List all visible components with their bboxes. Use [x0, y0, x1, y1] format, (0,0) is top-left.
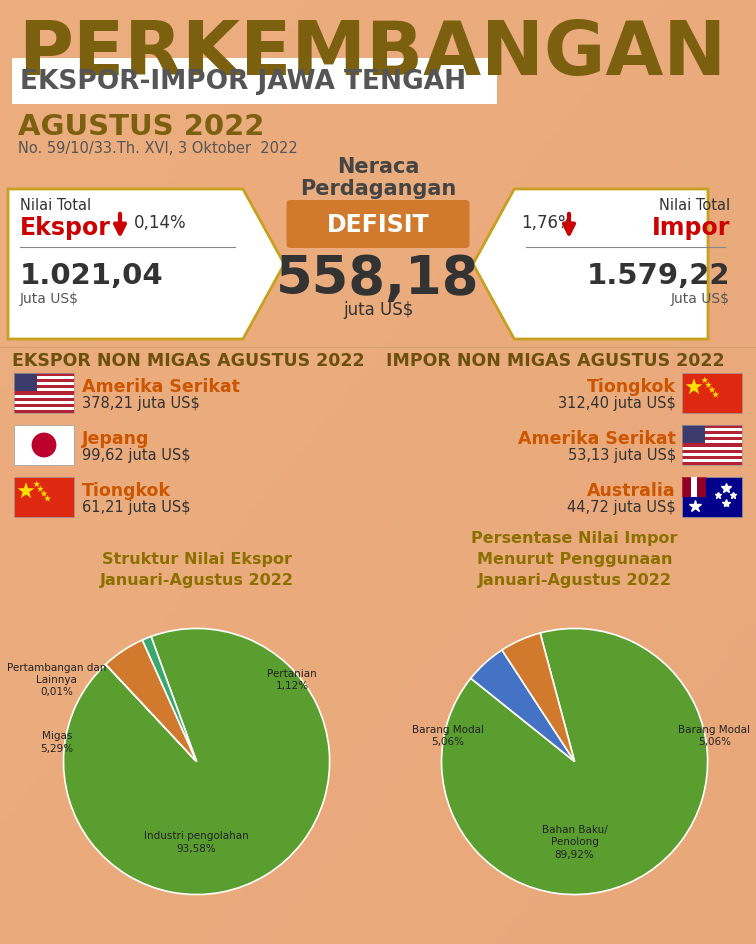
FancyBboxPatch shape — [682, 429, 742, 431]
Polygon shape — [686, 379, 702, 395]
Polygon shape — [33, 481, 40, 488]
FancyBboxPatch shape — [682, 463, 742, 465]
Text: 1,76%: 1,76% — [521, 213, 574, 232]
FancyBboxPatch shape — [682, 426, 742, 429]
Text: Amerika Serikat: Amerika Serikat — [82, 378, 240, 396]
FancyBboxPatch shape — [14, 386, 74, 389]
Polygon shape — [17, 482, 34, 498]
Text: 0,14%: 0,14% — [134, 213, 187, 232]
Text: Amerika Serikat: Amerika Serikat — [518, 430, 676, 447]
FancyBboxPatch shape — [682, 374, 742, 413]
Text: AGUSTUS 2022: AGUSTUS 2022 — [18, 113, 265, 141]
FancyBboxPatch shape — [682, 450, 742, 453]
Text: PERKEMBANGAN: PERKEMBANGAN — [18, 18, 726, 91]
Polygon shape — [702, 378, 708, 383]
Polygon shape — [712, 392, 719, 398]
FancyBboxPatch shape — [14, 408, 74, 411]
Text: 558,18: 558,18 — [276, 253, 480, 305]
Wedge shape — [442, 629, 708, 895]
Polygon shape — [705, 382, 712, 389]
FancyBboxPatch shape — [14, 383, 74, 386]
Text: Migas
5,29%: Migas 5,29% — [40, 731, 73, 753]
Text: Australia: Australia — [587, 481, 676, 499]
FancyBboxPatch shape — [14, 374, 37, 392]
FancyBboxPatch shape — [682, 438, 742, 441]
Text: Tiongkok: Tiongkok — [587, 378, 676, 396]
Text: Juta US$: Juta US$ — [671, 292, 730, 306]
Wedge shape — [142, 637, 197, 762]
Polygon shape — [41, 491, 48, 497]
Polygon shape — [8, 190, 284, 340]
Wedge shape — [64, 629, 330, 895]
FancyBboxPatch shape — [682, 478, 706, 497]
FancyBboxPatch shape — [682, 441, 742, 444]
Text: EKSPOR-IMPOR JAWA TENGAH: EKSPOR-IMPOR JAWA TENGAH — [20, 69, 466, 95]
Text: 312,40 juta US$: 312,40 juta US$ — [558, 396, 676, 411]
Polygon shape — [37, 486, 44, 493]
Text: Nilai Total: Nilai Total — [20, 198, 91, 212]
FancyBboxPatch shape — [14, 392, 74, 396]
Text: Nilai Total: Nilai Total — [659, 198, 730, 212]
FancyBboxPatch shape — [14, 426, 74, 465]
FancyBboxPatch shape — [682, 444, 742, 447]
FancyBboxPatch shape — [14, 404, 74, 408]
FancyBboxPatch shape — [14, 411, 74, 413]
Text: 378,21 juta US$: 378,21 juta US$ — [82, 396, 200, 411]
Circle shape — [32, 433, 57, 458]
Text: Pertanian
1,12%: Pertanian 1,12% — [268, 668, 318, 690]
FancyBboxPatch shape — [682, 426, 705, 444]
Text: 53,13 juta US$: 53,13 juta US$ — [568, 447, 676, 463]
FancyBboxPatch shape — [14, 379, 74, 383]
Text: Barang Modal
5,06%: Barang Modal 5,06% — [412, 724, 484, 747]
Polygon shape — [473, 190, 708, 340]
FancyBboxPatch shape — [682, 447, 742, 450]
Text: 61,21 juta US$: 61,21 juta US$ — [82, 499, 191, 514]
FancyBboxPatch shape — [682, 478, 742, 517]
Text: 44,72 juta US$: 44,72 juta US$ — [567, 499, 676, 514]
Wedge shape — [471, 650, 575, 762]
FancyBboxPatch shape — [14, 478, 74, 517]
Text: 1.021,04: 1.021,04 — [20, 261, 163, 290]
FancyBboxPatch shape — [682, 460, 742, 463]
Text: IMPOR NON MIGAS AGUSTUS 2022: IMPOR NON MIGAS AGUSTUS 2022 — [386, 351, 724, 370]
Text: 99,62 juta US$: 99,62 juta US$ — [82, 447, 191, 463]
Wedge shape — [502, 633, 575, 762]
FancyBboxPatch shape — [287, 201, 469, 248]
Text: Jepang: Jepang — [82, 430, 150, 447]
Text: Bahan Baku/
Penolong
89,92%: Bahan Baku/ Penolong 89,92% — [542, 824, 607, 859]
FancyBboxPatch shape — [14, 389, 74, 392]
Text: 1.579,22: 1.579,22 — [587, 261, 730, 290]
Text: Juta US$: Juta US$ — [20, 292, 79, 306]
Title: Persentase Nilai Impor
Menurut Penggunaan
Januari-Agustus 2022: Persentase Nilai Impor Menurut Penggunaa… — [471, 531, 678, 587]
Text: DEFISIT: DEFISIT — [327, 212, 429, 237]
FancyBboxPatch shape — [14, 396, 74, 398]
FancyBboxPatch shape — [14, 398, 74, 401]
FancyBboxPatch shape — [691, 478, 697, 497]
FancyBboxPatch shape — [682, 453, 742, 456]
Text: Tiongkok: Tiongkok — [82, 481, 171, 499]
Text: Barang Modal
5,06%: Barang Modal 5,06% — [678, 724, 750, 747]
Text: Pertambangan dan
Lainnya
0,01%: Pertambangan dan Lainnya 0,01% — [7, 662, 107, 697]
Polygon shape — [708, 387, 715, 394]
Text: Ekspor: Ekspor — [20, 216, 111, 240]
Text: juta US$: juta US$ — [342, 301, 414, 319]
Text: No. 59/10/33.Th. XVI, 3 Oktober  2022: No. 59/10/33.Th. XVI, 3 Oktober 2022 — [18, 141, 298, 156]
Text: Perdagangan: Perdagangan — [300, 178, 456, 199]
FancyBboxPatch shape — [14, 377, 74, 379]
Text: Neraca: Neraca — [337, 157, 419, 177]
FancyBboxPatch shape — [14, 401, 74, 404]
Text: Industri pengolahan
93,58%: Industri pengolahan 93,58% — [144, 831, 249, 852]
FancyBboxPatch shape — [14, 374, 74, 377]
Wedge shape — [106, 640, 197, 762]
Text: EKSPOR NON MIGAS AGUSTUS 2022: EKSPOR NON MIGAS AGUSTUS 2022 — [12, 351, 364, 370]
Text: Impor: Impor — [652, 216, 730, 240]
FancyBboxPatch shape — [682, 456, 742, 460]
Title: Struktur Nilai Ekspor
Januari-Agustus 2022: Struktur Nilai Ekspor Januari-Agustus 20… — [100, 551, 293, 587]
Polygon shape — [44, 496, 51, 502]
FancyBboxPatch shape — [682, 435, 742, 438]
Wedge shape — [106, 665, 197, 762]
FancyBboxPatch shape — [12, 59, 497, 105]
FancyBboxPatch shape — [682, 431, 742, 435]
